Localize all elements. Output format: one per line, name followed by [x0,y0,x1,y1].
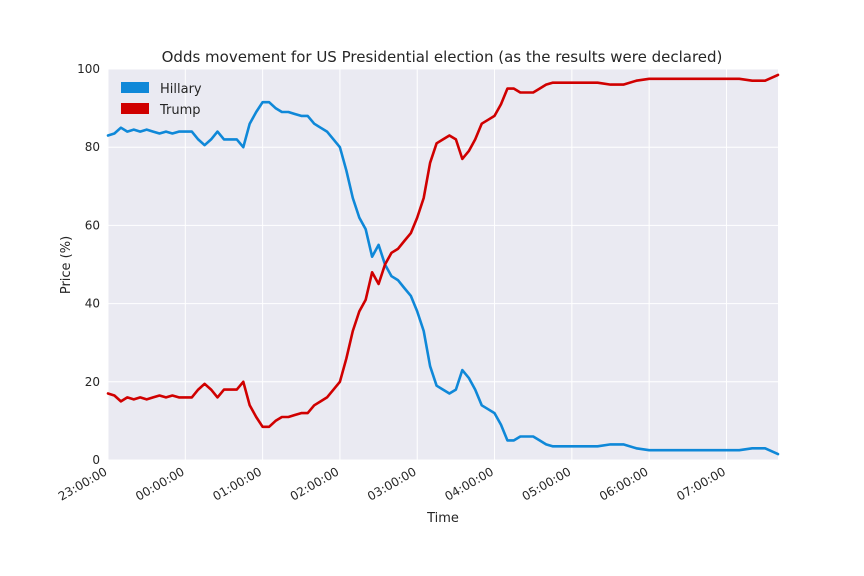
series-line-trump [106,73,780,429]
x-tick-label: 00:00:00 [133,464,187,503]
chart-title: Odds movement for US Presidential electi… [162,48,723,66]
x-tick-label: 02:00:00 [288,464,342,503]
x-tick-label: 06:00:00 [597,464,651,503]
x-tick-label: 23:00:00 [56,464,110,503]
y-tick-label: 60 [85,218,100,232]
legend-label-trump: Trump [159,103,201,118]
y-axis-ticks: 0 20 40 60 80 100 [77,62,100,467]
x-tick-label: 05:00:00 [520,464,574,503]
legend-swatch-trump [121,103,149,114]
grid-lines [107,68,778,461]
plot-area [108,69,778,460]
y-tick-label: 80 [85,140,100,154]
y-tick-label: 0 [92,453,100,467]
y-tick-label: 20 [85,375,100,389]
series-line-hillary [106,100,780,456]
x-tick-label: 04:00:00 [442,464,496,503]
x-axis-label: Time [426,511,459,526]
x-tick-label: 03:00:00 [365,464,419,503]
series-lines [106,73,780,456]
y-tick-label: 40 [85,297,100,311]
x-tick-label: 07:00:00 [674,464,728,503]
legend-label-hillary: Hillary [160,82,202,97]
y-tick-label: 100 [77,62,100,76]
legend: Hillary Trump [121,82,202,118]
y-axis-label: Price (%) [59,236,74,294]
x-tick-label: 01:00:00 [210,464,264,503]
x-axis-ticks: 23:00:00 00:00:00 01:00:00 02:00:00 03:00:00… [56,464,728,503]
legend-swatch-hillary [121,82,149,93]
